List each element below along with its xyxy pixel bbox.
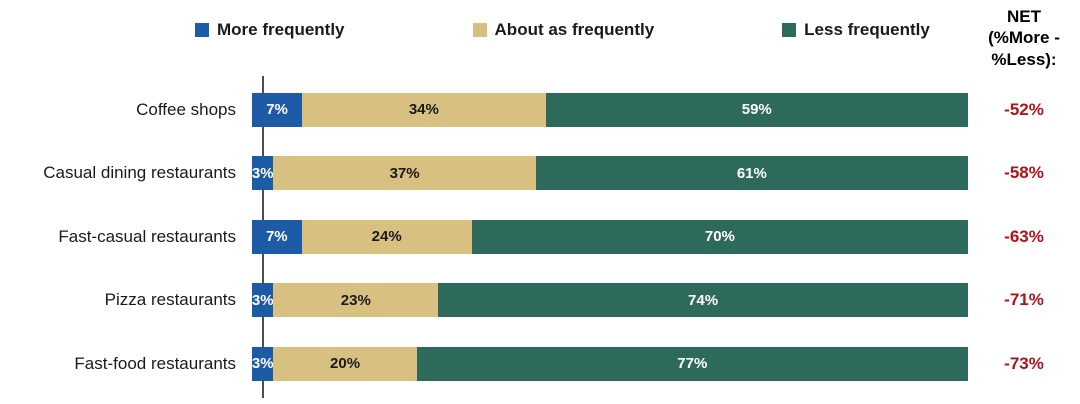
legend-swatch-icon — [472, 23, 487, 37]
legend-item-less-frequently: Less frequently — [782, 20, 930, 40]
chart-rows: Coffee shops 7% 34% 59% -52% Casual dining re… — [0, 78, 1080, 396]
chart-row: Pizza restaurants 3% 23% 74% -71% — [0, 269, 1080, 333]
bar-segment-more-frequently: 3% — [251, 156, 274, 191]
segment-value-label: 24% — [371, 228, 402, 246]
segment-value-label: 20% — [330, 355, 361, 373]
segment-value-label: 7% — [266, 101, 288, 119]
segment-value-label: 74% — [688, 291, 719, 309]
segment-value-label: 34% — [408, 101, 439, 119]
bar-segment-less-frequently: 77% — [416, 346, 968, 381]
bar-track: 3% 37% 61% — [251, 156, 968, 191]
segment-value-label: 61% — [736, 164, 767, 182]
segment-value-label: 23% — [340, 291, 371, 309]
legend-label: More frequently — [217, 20, 345, 39]
legend-label: About as frequently — [494, 20, 655, 39]
bar-segment-less-frequently: 74% — [438, 283, 968, 318]
bar-track: 7% 24% 70% — [252, 219, 968, 254]
bar-segment-about-as-frequently: 24% — [301, 219, 472, 254]
category-label: Fast-casual restaurants — [58, 226, 236, 246]
legend-swatch-icon — [195, 23, 209, 37]
bar-segment-less-frequently: 61% — [535, 156, 968, 191]
bar-segment-more-frequently: 7% — [252, 92, 303, 127]
net-column-header: NET (%More - %Less): — [988, 7, 1060, 69]
bar-segment-about-as-frequently: 34% — [302, 92, 546, 127]
bar-track: 3% 23% 74% — [251, 283, 968, 318]
segment-value-label: 59% — [741, 101, 772, 119]
legend-item-more-frequently: More frequently — [195, 20, 345, 40]
bar-track: 7% 34% 59% — [252, 92, 968, 127]
chart-legend: More frequently About as frequently Less f… — [195, 20, 930, 40]
net-value: -58% — [1004, 163, 1044, 183]
bar-segment-more-frequently: 3% — [251, 346, 274, 381]
net-value: -52% — [1004, 99, 1044, 119]
segment-value-label: 3% — [251, 355, 274, 373]
segment-value-label: 7% — [265, 228, 288, 246]
chart-row: Fast-casual restaurants 7% 24% 70% -63% — [0, 205, 1080, 269]
chart-row: Fast-food restaurants 3% 20% 77% -73% — [0, 332, 1080, 396]
chart-row: Coffee shops 7% 34% 59% -52% — [0, 78, 1080, 142]
bar-segment-more-frequently: 3% — [251, 283, 274, 318]
legend-label: Less frequently — [804, 20, 930, 39]
bar-track: 3% 20% 77% — [251, 346, 968, 381]
segment-value-label: 37% — [389, 164, 420, 182]
legend-item-about-as-frequently: About as frequently — [472, 20, 655, 40]
net-value: -73% — [1004, 353, 1044, 373]
bar-segment-about-as-frequently: 23% — [273, 283, 439, 318]
net-value: -63% — [1004, 226, 1044, 246]
segment-value-label: 3% — [251, 164, 274, 182]
segment-value-label: 3% — [251, 291, 274, 309]
bar-segment-less-frequently: 70% — [471, 219, 968, 254]
segment-value-label: 77% — [677, 355, 708, 373]
bar-segment-less-frequently: 59% — [545, 92, 968, 127]
bar-segment-about-as-frequently: 37% — [273, 156, 536, 191]
bar-segment-more-frequently: 7% — [252, 219, 302, 254]
segment-value-label: 70% — [704, 228, 735, 246]
category-label: Casual dining restaurants — [43, 163, 236, 183]
net-value: -71% — [1004, 290, 1044, 310]
bar-segment-about-as-frequently: 20% — [273, 346, 417, 381]
category-label: Pizza restaurants — [104, 290, 236, 310]
category-label: Coffee shops — [136, 99, 236, 119]
chart-row: Casual dining restaurants 3% 37% 61% -58% — [0, 142, 1080, 206]
legend-swatch-icon — [782, 23, 797, 37]
category-label: Fast-food restaurants — [74, 353, 236, 373]
